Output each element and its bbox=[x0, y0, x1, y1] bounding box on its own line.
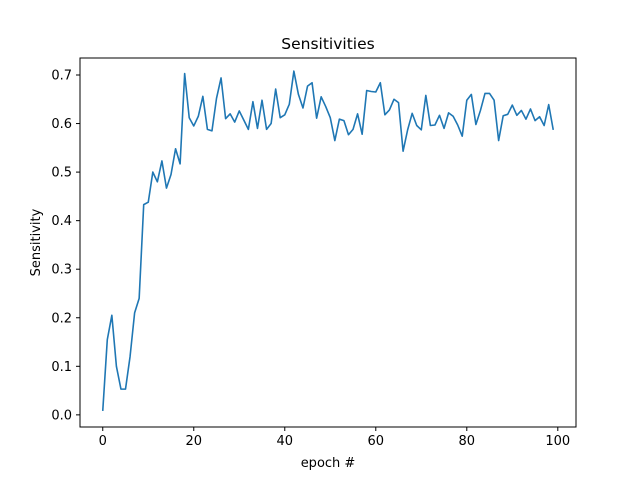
y-tick-label: 0.2 bbox=[51, 311, 72, 326]
x-tick-label: 100 bbox=[545, 434, 570, 449]
y-tick-label: 0.3 bbox=[51, 263, 72, 278]
x-tick-label: 20 bbox=[185, 434, 202, 449]
y-axis-label: Sensitivity bbox=[29, 208, 44, 276]
x-axis-ticks: 0 20 40 60 80 100 bbox=[99, 427, 570, 449]
plot-frame bbox=[79, 57, 577, 428]
x-tick-label: 40 bbox=[276, 434, 293, 449]
x-tick-label: 80 bbox=[459, 434, 476, 449]
chart-title: Sensitivities bbox=[281, 35, 374, 53]
y-axis-ticks: 0.0 0.1 0.2 0.3 0.4 0.5 0.6 0.7 bbox=[51, 68, 80, 423]
x-axis-label: epoch # bbox=[301, 456, 356, 471]
y-tick-label: 0.6 bbox=[51, 117, 72, 132]
y-tick-label: 0.5 bbox=[51, 166, 72, 181]
series-layer bbox=[101, 70, 555, 412]
y-tick-label: 0.7 bbox=[51, 68, 72, 83]
x-tick-label: 0 bbox=[99, 434, 107, 449]
series-line-0 bbox=[101, 70, 555, 412]
x-tick-label: 60 bbox=[368, 434, 385, 449]
y-tick-label: 0.4 bbox=[51, 214, 72, 229]
y-tick-label: 0.1 bbox=[51, 360, 72, 375]
y-tick-label: 0.0 bbox=[51, 408, 72, 423]
plot-area bbox=[80, 58, 576, 427]
